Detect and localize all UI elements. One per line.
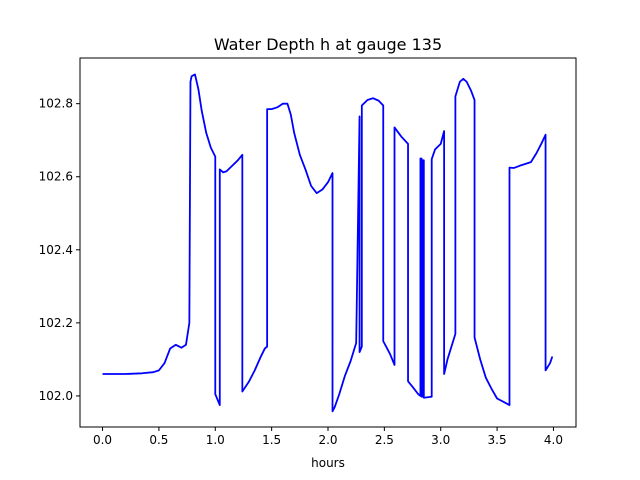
- x-tick-label: 2.0: [318, 433, 337, 447]
- y-tick-label: 102.6: [39, 170, 73, 184]
- chart-title: Water Depth h at gauge 135: [214, 35, 442, 54]
- x-tick-label: 0.5: [149, 433, 168, 447]
- x-tick-label: 1.0: [206, 433, 225, 447]
- x-tick-label: 1.5: [262, 433, 281, 447]
- series-layer: [102, 73, 554, 413]
- y-tick-label: 102.8: [39, 97, 73, 111]
- x-tick-label: 0.0: [93, 433, 112, 447]
- x-tick-label: 3.0: [431, 433, 450, 447]
- x-axis-label: hours: [311, 456, 345, 470]
- x-tick-label: 3.5: [488, 433, 507, 447]
- x-tick-label: 2.5: [375, 433, 394, 447]
- x-tick-label: 4.0: [544, 433, 563, 447]
- plot-area-frame: [79, 57, 577, 428]
- y-axis-ticks: 102.0 102.2 102.4 102.6 102.8: [39, 97, 80, 403]
- series-line-0: [102, 73, 554, 413]
- y-tick-label: 102.0: [39, 389, 73, 403]
- y-tick-label: 102.4: [39, 243, 73, 257]
- x-axis-ticks: 0.0 0.5 1.0 1.5 2.0 2.5 3.0 3.5 4.0: [93, 427, 563, 447]
- y-tick-label: 102.2: [39, 316, 73, 330]
